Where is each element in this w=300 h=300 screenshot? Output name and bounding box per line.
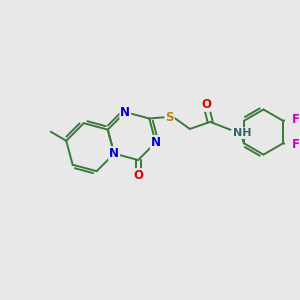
Text: N: N: [151, 136, 161, 149]
Text: N: N: [109, 147, 119, 160]
Text: S: S: [165, 111, 174, 124]
Text: O: O: [133, 169, 143, 182]
Text: NH: NH: [233, 128, 252, 138]
Text: O: O: [201, 98, 211, 111]
Text: N: N: [120, 106, 130, 118]
Text: F: F: [292, 138, 300, 151]
Text: F: F: [292, 113, 300, 126]
